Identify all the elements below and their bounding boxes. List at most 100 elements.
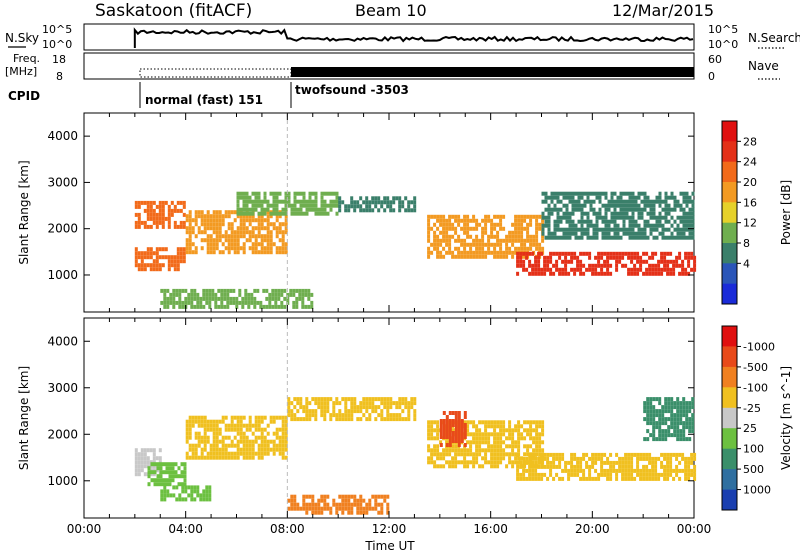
data-cell	[537, 255, 541, 260]
data-cell	[550, 207, 554, 212]
data-cell	[655, 219, 659, 224]
data-cell	[161, 216, 165, 221]
data-cell	[591, 263, 595, 268]
data-cell	[188, 230, 192, 235]
data-cell	[496, 424, 500, 429]
data-cell	[368, 417, 372, 422]
data-cell	[627, 271, 631, 276]
data-cell	[305, 502, 309, 507]
data-cell	[615, 460, 619, 465]
data-cell	[454, 214, 458, 219]
data-cell	[565, 203, 569, 208]
data-cell	[472, 440, 476, 445]
data-cell	[523, 452, 527, 457]
data-cell	[307, 292, 311, 297]
data-cell	[576, 255, 580, 260]
data-cell	[655, 199, 659, 204]
data-cell	[634, 195, 638, 200]
data-cell	[688, 207, 692, 212]
data-cell	[463, 214, 467, 219]
data-cell	[457, 250, 461, 255]
data-cell	[622, 231, 626, 236]
data-cell	[362, 413, 366, 418]
data-cell	[634, 199, 638, 204]
data-cell	[481, 456, 485, 461]
data-cell	[625, 215, 629, 220]
data-cell	[320, 506, 324, 511]
data-cell	[636, 259, 640, 264]
data-cell	[481, 250, 485, 255]
data-cell	[239, 234, 243, 239]
data-cell	[691, 211, 695, 216]
data-cell	[690, 472, 694, 477]
data-cell	[140, 452, 144, 457]
data-cell	[541, 238, 545, 243]
data-cell	[624, 472, 628, 477]
data-cell	[230, 443, 234, 448]
data-cell	[640, 215, 644, 220]
data-cell	[687, 476, 691, 481]
data-cell	[248, 207, 252, 212]
data-cell	[457, 254, 461, 259]
data-cell	[439, 423, 443, 427]
colorbar-swatch	[722, 366, 737, 388]
data-cell	[143, 448, 147, 453]
data-cell	[514, 424, 518, 429]
data-cell	[293, 494, 297, 499]
data-cell	[610, 195, 614, 200]
data-cell	[254, 246, 258, 251]
data-cell	[407, 405, 411, 410]
data-cell	[335, 502, 339, 507]
data-cell	[365, 510, 369, 515]
colorbar-tick-label: 8	[743, 237, 750, 250]
data-cell	[326, 494, 330, 499]
data-cell	[268, 292, 272, 297]
data-cell	[215, 447, 219, 452]
data-cell	[451, 444, 455, 449]
data-cell	[463, 242, 467, 247]
data-cell	[413, 200, 417, 205]
data-cell	[508, 432, 512, 437]
data-cell	[555, 456, 559, 461]
data-cell	[320, 211, 324, 216]
data-cell	[619, 195, 623, 200]
data-cell	[272, 419, 276, 424]
data-cell	[531, 456, 535, 461]
data-cell	[250, 296, 254, 301]
data-cell	[278, 238, 282, 243]
data-cell	[693, 456, 697, 461]
data-cell	[594, 468, 598, 473]
data-cell	[535, 428, 539, 433]
data-cell	[241, 300, 245, 305]
data-cell	[559, 191, 563, 196]
data-cell	[196, 485, 200, 490]
data-cell	[517, 432, 521, 437]
data-cell	[579, 476, 583, 481]
data-cell	[529, 222, 533, 227]
data-cell	[667, 429, 671, 434]
y-tick-label: 3000	[47, 381, 78, 395]
data-cell	[427, 250, 431, 255]
data-cell	[209, 238, 213, 243]
data-cell	[621, 263, 625, 268]
data-cell	[685, 211, 689, 216]
data-cell	[149, 255, 153, 260]
data-cell	[251, 214, 255, 219]
data-cell	[682, 401, 686, 406]
data-cell	[398, 200, 402, 205]
data-cell	[484, 230, 488, 235]
data-cell	[433, 246, 437, 251]
data-cell	[544, 207, 548, 212]
data-cell	[606, 460, 610, 465]
data-cell	[436, 226, 440, 231]
data-cell	[466, 222, 470, 227]
data-cell	[529, 432, 533, 437]
data-cell	[266, 447, 270, 452]
data-cell	[606, 267, 610, 272]
data-cell	[236, 415, 240, 420]
data-cell	[505, 444, 509, 449]
data-cell	[332, 498, 336, 503]
data-cell	[684, 460, 688, 465]
data-cell	[543, 464, 547, 469]
data-cell	[194, 431, 198, 436]
